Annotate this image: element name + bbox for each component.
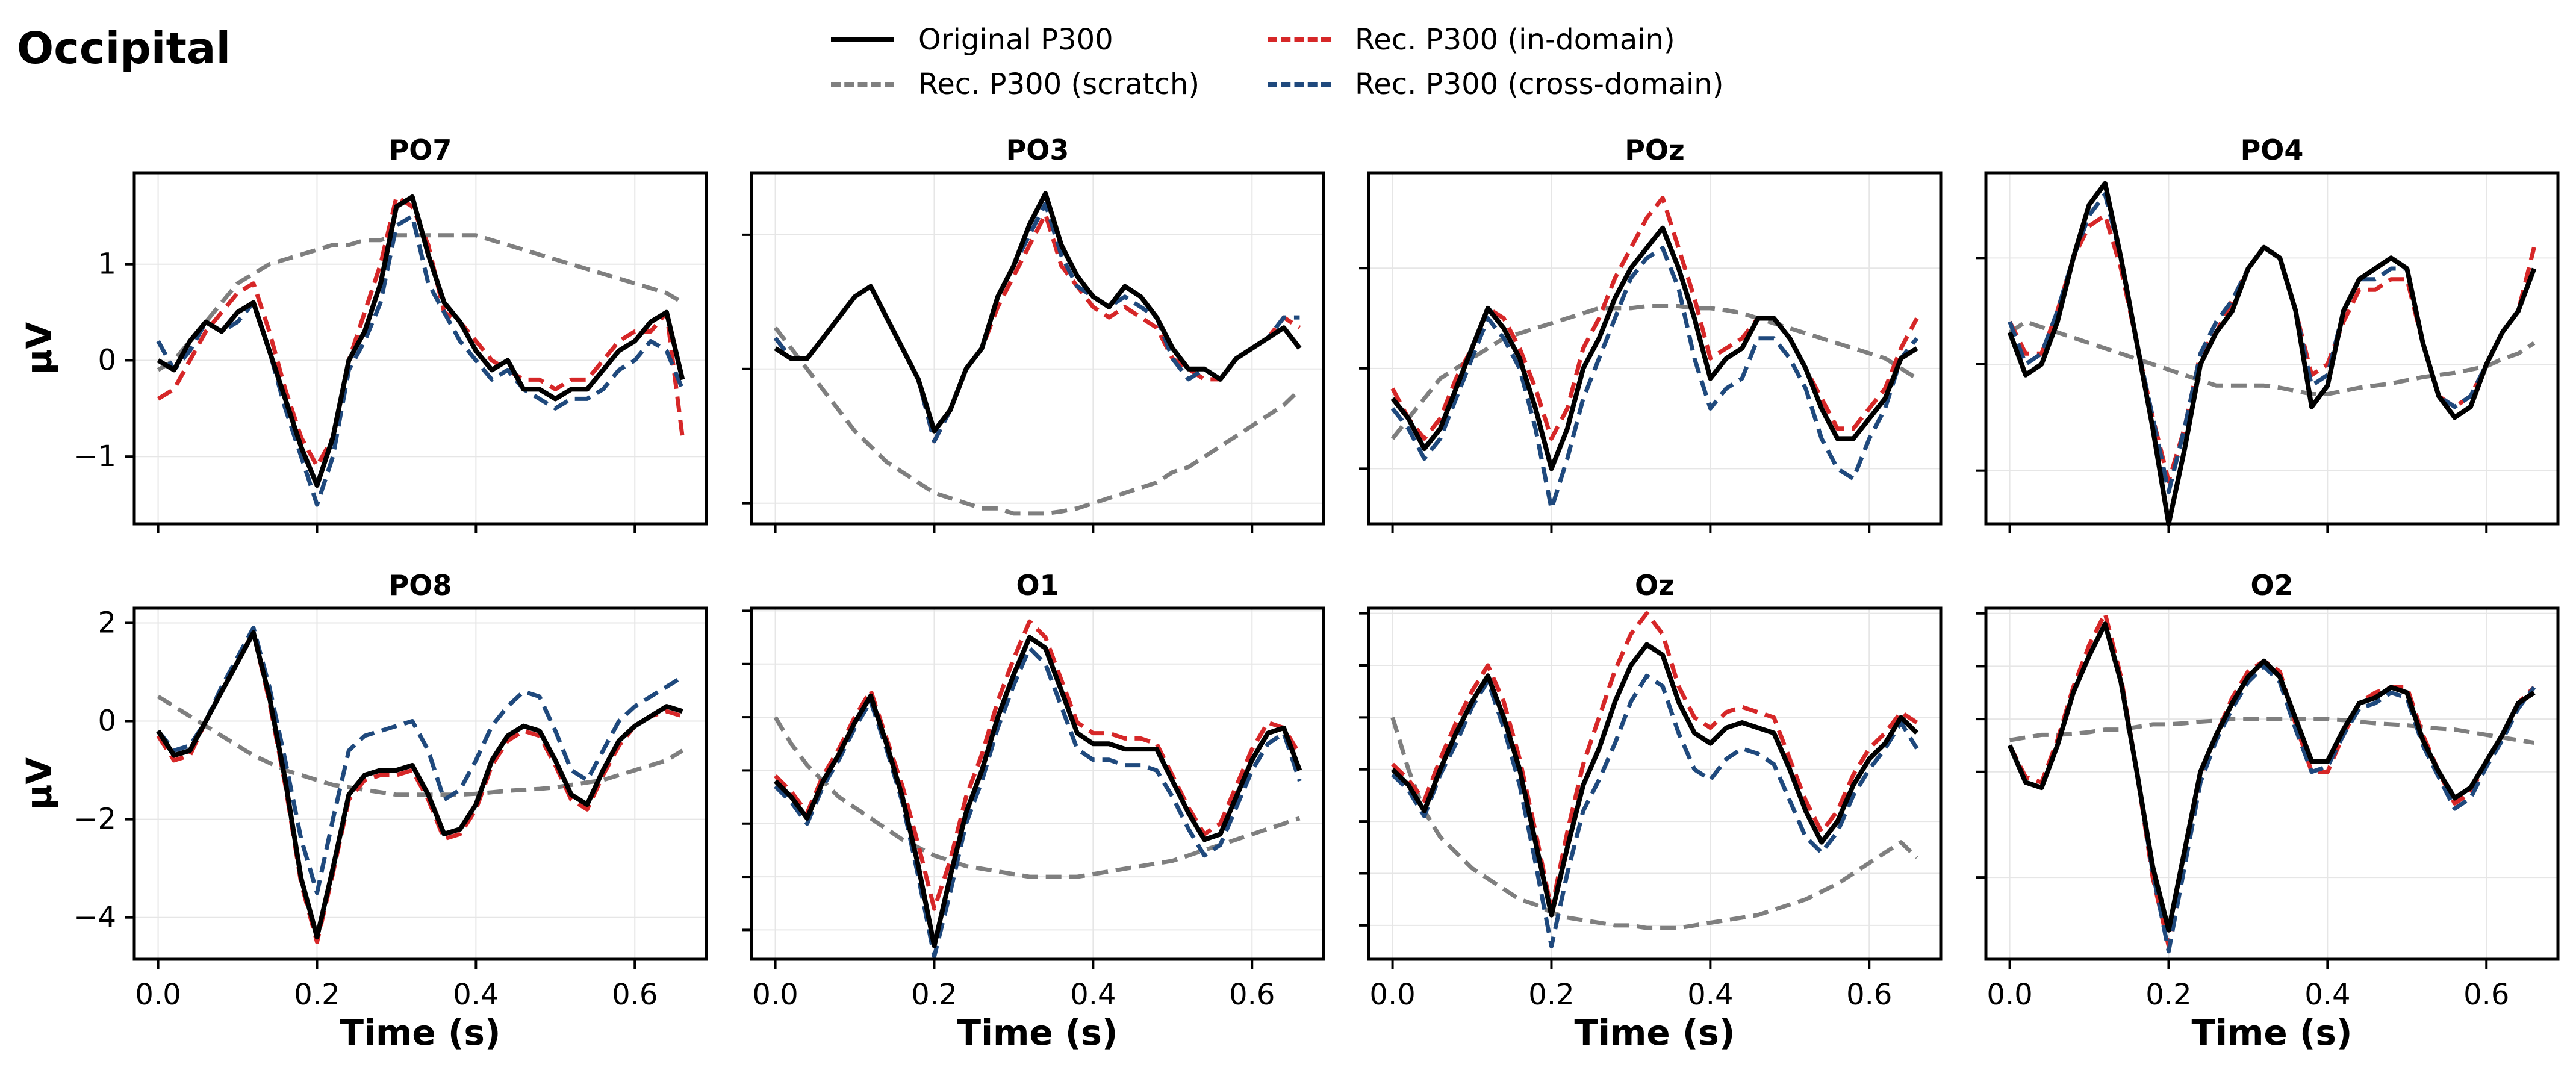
x-axis-label-o1: Time (s): [957, 1012, 1118, 1053]
panel-title-poz: POz: [1625, 134, 1685, 166]
figure-title: Occipital: [17, 23, 231, 73]
series-line-scratch-oz: [1390, 717, 1918, 930]
series-line-in-domain-po8: [156, 630, 683, 944]
legend-line-original: [831, 37, 894, 42]
x-tick-label-o2-1: 0.2: [2145, 978, 2191, 1012]
series-line-original-o2: [2007, 621, 2536, 933]
x-tick-label-po8-3: 0.6: [612, 978, 658, 1012]
legend-label-in-domain: Rec. P300 (in-domain): [1355, 23, 1675, 57]
series-line-scratch-po8: [157, 694, 684, 797]
panel-title-po8: PO8: [389, 569, 452, 602]
panel-title-o1: O1: [1016, 569, 1059, 602]
series-line-cross-domain-po4: [2008, 191, 2536, 494]
axes-frame-o1: [750, 606, 1325, 961]
panel-title-o2: O2: [2250, 569, 2293, 602]
x-tick-label-o2-3: 0.6: [2463, 978, 2509, 1012]
x-tick-label-o1-2: 0.4: [1070, 978, 1116, 1012]
legend-line-scratch: [831, 82, 894, 87]
x-tick-label-o2-0: 0.0: [1986, 978, 2032, 1012]
x-axis-label-po8: Time (s): [340, 1012, 501, 1053]
x-tick-label-oz-3: 0.6: [1846, 978, 1892, 1012]
x-tick-label-oz-1: 0.2: [1528, 978, 1574, 1012]
axes-frame-po4: [1984, 171, 2560, 526]
series-line-cross-domain-oz: [1391, 673, 1919, 948]
series-line-scratch-po3: [773, 326, 1301, 516]
x-tick-label-oz-0: 0.0: [1369, 978, 1415, 1012]
series-line-original-po4: [2007, 181, 2537, 526]
y-tick-label-po7-1: 0: [98, 343, 116, 377]
y-tick-label-po8-1: −2: [73, 803, 116, 836]
panel-title-po3: PO3: [1006, 134, 1069, 166]
x-tick-label-po8-2: 0.4: [453, 978, 499, 1012]
y-tick-label-po7-2: 1: [98, 247, 116, 281]
series-line-scratch-poz: [1390, 304, 1918, 440]
y-tick-label-po8-2: 0: [98, 705, 116, 738]
panel-title-oz: Oz: [1635, 569, 1675, 602]
series-line-in-domain-o1: [774, 619, 1302, 911]
x-axis-label-o2: Time (s): [2192, 1012, 2353, 1053]
axes-frame-po7: [132, 171, 708, 526]
series-line-scratch-o2: [2009, 717, 2534, 745]
series-line-original-po3: [774, 191, 1302, 434]
series-line-scratch-po7: [157, 233, 684, 372]
series-line-in-domain-po3: [773, 212, 1301, 444]
legend: Original P300 Rec. P300 (in-domain) Rec.…: [831, 18, 1770, 108]
x-tick-label-oz-2: 0.4: [1687, 978, 1733, 1012]
x-tick-label-o2-2: 0.4: [2304, 978, 2350, 1012]
panel-title-po7: PO7: [389, 134, 452, 166]
series-line-original-o1: [773, 635, 1302, 948]
axes-frame-poz: [1367, 171, 1943, 526]
x-tick-label-o1-1: 0.2: [911, 978, 957, 1012]
y-tick-label-po8-3: 2: [98, 606, 116, 639]
series-line-cross-domain-poz: [1390, 246, 1919, 511]
axes-frame-po8: [132, 606, 708, 961]
series-line-in-domain-poz: [1390, 196, 1919, 441]
series-line-cross-domain-o2: [2008, 621, 2536, 954]
axes-frame-o2: [1984, 606, 2560, 961]
y-axis-label-row-2: µV: [19, 757, 60, 810]
y-tick-label-po8-0: −4: [73, 901, 116, 935]
series-line-cross-domain-o1: [774, 645, 1302, 959]
series-line-original-po8: [156, 630, 683, 940]
series-line-cross-domain-po7: [156, 214, 685, 507]
x-tick-label-po8-1: 0.2: [294, 978, 340, 1012]
panel-title-po4: PO4: [2241, 134, 2304, 166]
legend-label-original: Original P300: [918, 23, 1113, 57]
series-line-cross-domain-po8: [156, 626, 684, 895]
y-axis-label-row-1: µV: [19, 322, 60, 375]
series-line-scratch-o1: [773, 716, 1301, 879]
series-line-cross-domain-po3: [773, 201, 1300, 444]
axes-frame-oz: [1367, 606, 1943, 961]
series-line-original-oz: [1390, 642, 1919, 918]
legend-label-scratch: Rec. P300 (scratch): [918, 67, 1200, 101]
x-tick-label-o1-0: 0.0: [752, 978, 798, 1012]
axes-frame-po3: [750, 171, 1325, 526]
y-tick-label-po7-0: −1: [73, 440, 116, 473]
legend-item-in-domain: Rec. P300 (in-domain): [1268, 18, 1675, 61]
x-tick-label-po8-0: 0.0: [135, 978, 181, 1012]
legend-line-cross-domain: [1268, 82, 1331, 87]
legend-line-in-domain: [1268, 37, 1331, 42]
x-axis-label-oz: Time (s): [1575, 1012, 1735, 1053]
series-line-in-domain-oz: [1391, 611, 1918, 912]
legend-item-cross-domain: Rec. P300 (cross-domain): [1268, 63, 1723, 106]
legend-item-original: Original P300: [831, 18, 1113, 61]
series-line-original-poz: [1390, 225, 1918, 471]
series-line-scratch-po4: [2008, 319, 2536, 396]
legend-label-cross-domain: Rec. P300 (cross-domain): [1355, 67, 1724, 101]
series-line-original-po7: [157, 194, 685, 488]
x-tick-label-o1-3: 0.6: [1229, 978, 1275, 1012]
legend-item-scratch: Rec. P300 (scratch): [831, 63, 1199, 106]
